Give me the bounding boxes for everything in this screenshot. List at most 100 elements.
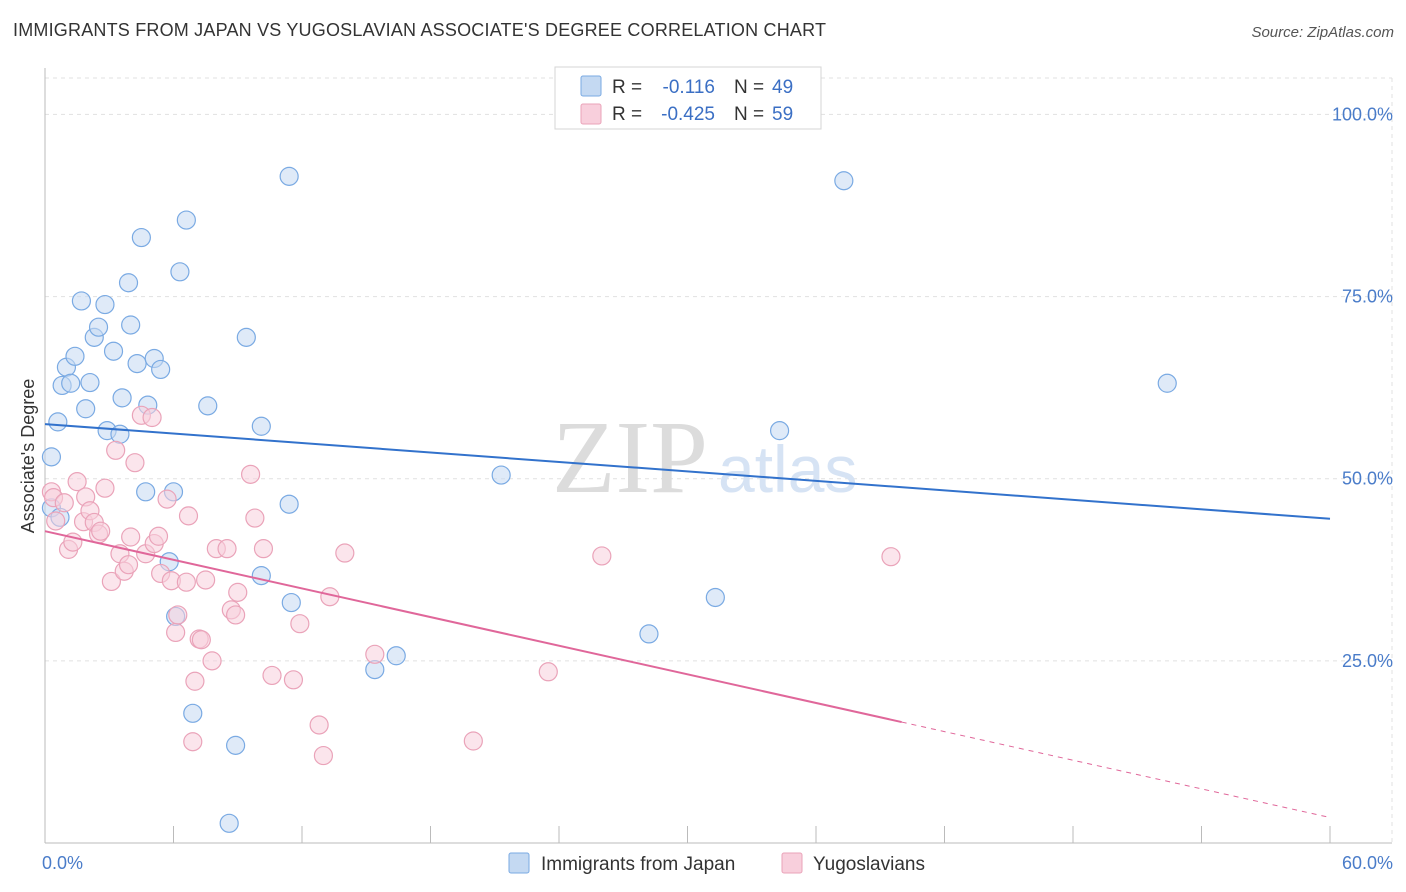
point-s0-9 [76,399,96,419]
point-s0-19 [121,315,141,335]
point-s1-56 [538,662,558,682]
bottom-legend-swatch-japan [508,852,530,874]
point-s0-31 [183,703,203,723]
point-s0-46 [769,421,790,441]
point-s1-40 [217,539,237,559]
point-s0-2 [48,412,68,432]
x-tick-label-max: 60.0% [1342,853,1393,873]
point-s0-18 [118,273,139,293]
point-s1-51 [313,745,334,766]
point-s1-18 [118,555,139,575]
point-s0-12 [88,317,109,337]
legend-n-label-yugoslavians: N = [734,104,764,125]
point-s0-22 [136,482,156,502]
point-s1-48 [283,670,304,690]
point-s0-40 [279,166,299,186]
point-s0-47 [834,171,854,191]
data-points [41,166,1177,833]
series-1 [41,405,901,766]
y-tick-label-0: 25.0% [1342,651,1393,671]
chart-title: IMMIGRANTS FROM JAPAN VS YUGOSLAVIAN ASS… [13,20,827,40]
point-s0-8 [71,291,92,311]
point-s1-32 [178,506,199,526]
bottom-legend-label-japan: Immigrants from Japan [541,854,735,875]
point-s1-27 [157,489,177,509]
point-s1-29 [166,622,186,643]
point-s1-20 [125,453,145,473]
legend-n-value-yugoslavians: 59 [772,104,793,125]
legend-n-label-japan: N = [734,77,764,98]
point-s0-25 [151,359,171,380]
point-s0-20 [127,354,147,374]
watermark-zip: ZIP [552,400,708,515]
legend-r-label-yugoslavians: R = [612,104,642,125]
y-tick-label-2: 75.0% [1342,287,1393,307]
bottom-legend-label-yugoslavians: Yugoslavians [813,854,925,875]
point-s1-30 [168,605,188,625]
point-s0-0 [41,447,62,467]
trend-lines [44,423,1331,818]
legend-r-label-japan: R = [612,77,642,98]
point-s0-35 [236,327,256,347]
trend-line-0 [44,423,1331,520]
point-s1-31 [176,572,196,592]
point-s1-49 [290,614,310,634]
point-s0-21 [131,227,151,248]
point-s1-46 [253,539,274,559]
legend-r-value-yugoslavians: -0.425 [661,104,715,125]
point-s0-42 [386,646,406,666]
point-s0-33 [219,813,239,833]
watermark-atlas: atlas [718,432,857,506]
point-s1-12 [91,521,111,541]
point-s1-13 [95,478,115,498]
point-s1-54 [365,644,385,664]
point-s1-6 [67,472,87,492]
point-s0-30 [176,210,196,230]
source-credit: Source: ZipAtlas.com [1251,24,1394,41]
point-s0-37 [251,566,271,586]
y-axis-title: Associate's Degree [18,379,38,534]
point-s1-50 [309,715,329,735]
point-s0-36 [251,416,271,436]
legend-swatch-japan [580,75,602,97]
point-s0-13 [95,294,115,315]
point-s1-53 [335,543,355,563]
point-s1-34 [185,671,205,691]
point-s1-58 [881,547,901,567]
point-s0-45 [705,587,725,608]
point-s1-33 [183,732,203,752]
point-s0-32 [198,396,218,416]
point-s1-44 [241,464,261,484]
series-0 [41,166,1177,833]
point-s1-37 [196,570,216,590]
point-s0-17 [112,388,132,408]
point-s1-55 [463,731,483,751]
point-s1-38 [202,651,222,671]
trend-line-1 [44,530,902,724]
point-s0-48 [1157,373,1177,393]
point-s1-42 [226,605,246,625]
point-s0-6 [61,373,81,393]
point-s0-29 [170,262,190,282]
point-s0-44 [639,624,659,644]
point-s0-7 [65,346,85,366]
point-s1-57 [592,546,612,566]
legend-n-value-japan: 49 [772,77,793,98]
point-s1-15 [106,440,126,460]
y-tick-label-3: 100.0% [1332,104,1393,124]
point-s1-47 [262,665,282,686]
watermark: ZIP atlas [552,400,857,515]
point-s0-38 [279,494,299,514]
y-tick-label-1: 50.0% [1342,469,1393,489]
legend-box: R = -0.116 N = 49 R = -0.425 N = 59 [554,66,822,130]
x-tick-label-min: 0.0% [42,853,83,873]
point-s0-10 [80,372,100,393]
point-s1-3 [54,493,74,513]
point-s1-45 [245,508,265,528]
y-tick-labels: 25.0% 50.0% 75.0% 100.0% [1332,104,1393,670]
point-s0-43 [491,465,511,485]
bottom-legend-swatch-yugoslavians [781,852,803,874]
point-s1-23 [142,407,162,428]
point-s1-43 [228,582,248,602]
